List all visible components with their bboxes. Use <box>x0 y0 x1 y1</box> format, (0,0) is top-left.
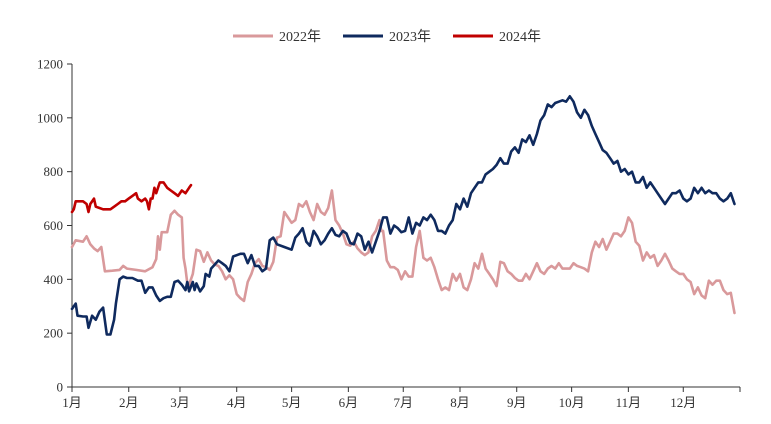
legend-label-2: 2023年 <box>389 29 431 45</box>
y-tick-label: 0 <box>57 380 64 395</box>
x-tick-label: 2月 <box>119 395 139 410</box>
x-tick-label: 10月 <box>559 395 585 410</box>
legend-label-3: 2024年 <box>499 29 541 45</box>
x-axis: 1月 2月 3月 4月 5月 6月 7月 8月 9月 10月 11月 12月 <box>62 386 741 410</box>
x-tick-label: 11月 <box>616 395 642 410</box>
legend: 2022年 2023年 2024年 <box>233 29 541 45</box>
x-tick-label: 6月 <box>339 395 359 410</box>
x-tick-label: 5月 <box>282 395 302 410</box>
y-tick-label: 400 <box>44 272 64 287</box>
series-line-2 <box>70 95 736 336</box>
x-tick-label: 12月 <box>670 395 696 410</box>
x-tick-label: 9月 <box>507 395 527 410</box>
series-line-1 <box>70 189 736 315</box>
x-tick-label: 4月 <box>227 395 247 410</box>
plot-area <box>70 95 736 336</box>
y-tick-label: 600 <box>44 218 64 233</box>
y-tick-label: 1200 <box>37 57 63 72</box>
y-tick-label: 1000 <box>37 110 63 125</box>
series-line-3 <box>70 181 193 214</box>
x-tick-label: 8月 <box>450 395 470 410</box>
y-axis: 0 200 400 600 800 1000 1200 <box>37 57 73 395</box>
x-tick-label: 7月 <box>393 395 413 410</box>
y-tick-label: 200 <box>44 326 64 341</box>
x-tick-label: 3月 <box>170 395 190 410</box>
x-tick-label: 1月 <box>62 395 82 410</box>
legend-label-1: 2022年 <box>279 29 321 45</box>
y-tick-label: 800 <box>44 164 64 179</box>
